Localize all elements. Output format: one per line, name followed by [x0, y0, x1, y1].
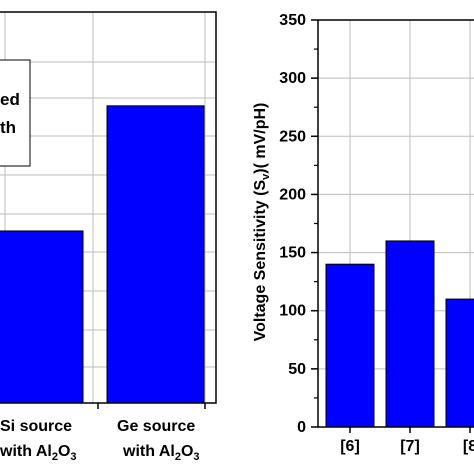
right-ytick-label: 200	[279, 186, 306, 203]
right-ytick-label: 150	[279, 245, 306, 262]
left-bar-2	[106, 105, 205, 404]
left-category-label-2-line-1: Ge source	[117, 418, 195, 435]
left-bars	[0, 105, 205, 404]
right-ytick-label: 350	[279, 12, 306, 29]
right-bar-1	[385, 240, 435, 428]
right-xtick-label: [8	[463, 438, 474, 455]
right-ytick-label: 100	[279, 303, 306, 320]
left-bar-1	[0, 230, 84, 404]
right-ytick-labels: 0 50 100 150 200 250 300 350	[279, 12, 306, 436]
right-bar-2	[445, 298, 474, 428]
left-chart: ed th Si source with Al2O3 Ge source wit…	[0, 11, 217, 463]
left-category-label-1-line-1: Si source	[0, 418, 72, 435]
legend-text-line-1: ed	[0, 90, 20, 109]
right-ytick-label: 300	[279, 70, 306, 87]
left-plot-frame	[0, 11, 217, 404]
left-tick-marks	[97, 403, 206, 409]
right-tick-marks	[311, 19, 471, 433]
right-ytick-label: 50	[288, 361, 306, 378]
legend-text-line-2: th	[0, 118, 16, 137]
left-category-label-2-line-2: with Al2O3	[122, 443, 200, 463]
right-chart: 0 50 100 150 200 250 300 350 [6] [7] [8 Voltage S…	[252, 12, 474, 455]
right-ytick-label: 0	[297, 419, 306, 436]
right-bars	[325, 240, 474, 428]
right-xtick-labels: [6] [7] [8	[340, 438, 474, 455]
right-xtick-label: [6]	[340, 438, 360, 455]
right-ytick-label: 250	[279, 128, 306, 145]
right-xtick-label: [7]	[400, 438, 420, 455]
left-category-label-1-line-2: with Al2O3	[0, 443, 77, 463]
legend-box	[0, 59, 31, 167]
right-y-axis-label: Voltage Sensitivity (Sv)( mV/pH)	[252, 103, 272, 342]
right-bar-0	[325, 263, 375, 428]
